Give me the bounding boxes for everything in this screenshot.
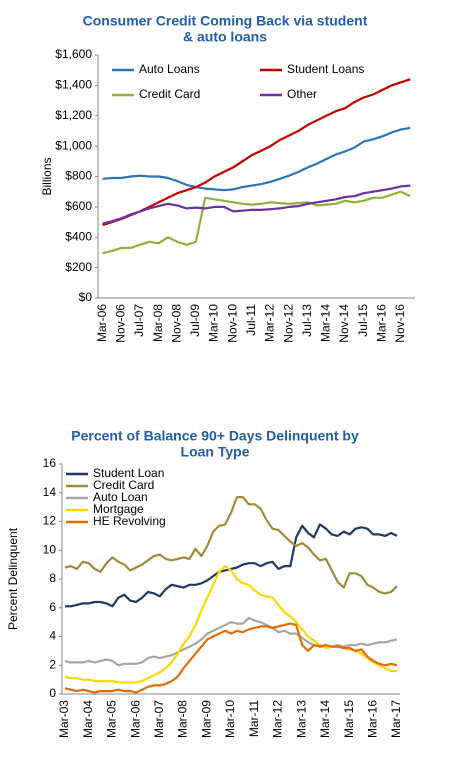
x-tick-label: Mar-10 [207,304,221,342]
x-tick-label: Nov-14 [337,304,351,343]
x-tick-label: Nov-16 [393,304,407,343]
x-tick-label: Mar-06 [128,700,142,738]
chart-title: & auto loans [183,29,267,45]
x-tick-label: Jul-07 [132,304,146,337]
x-tick-label: Nov-06 [113,304,127,343]
series-line [102,78,411,227]
y-tick-label: 8 [49,571,56,585]
x-tick-label: Mar-12 [263,304,277,342]
x-tick-label: Mar-09 [199,700,213,738]
series-line [102,126,411,192]
x-tick-label: Mar-15 [342,700,356,738]
series-line [102,190,411,255]
x-tick-label: Mar-04 [81,700,95,738]
legend-label: Auto Loans [139,62,200,76]
x-tick-label: Nov-08 [169,304,183,343]
x-tick-label: Jul-11 [244,304,258,336]
y-tick-label: 6 [49,600,56,614]
x-tick-label: Jul-13 [300,304,314,337]
x-tick-label: Jul-15 [356,304,370,337]
x-tick-label: Nov-12 [281,304,295,343]
legend-label: Other [287,87,317,101]
x-tick-label: Mar-13 [294,700,308,738]
y-tick-label: $600 [65,199,92,213]
x-tick-label: Mar-05 [105,700,119,738]
series-line [64,496,398,595]
x-tick-label: Mar-14 [318,700,332,738]
x-tick-label: Mar-03 [57,700,71,738]
legend-label: Credit Card [139,87,200,101]
x-tick-label: Jul-09 [188,304,202,337]
legend-label: Mortgage [93,502,144,516]
y-tick-label: 14 [43,485,57,499]
y-tick-label: 0 [49,686,56,700]
y-tick-label: $0 [79,290,93,304]
legend-label: HE Revolving [93,514,166,528]
y-tick-label: 2 [49,657,56,671]
x-tick-label: Mar-16 [365,700,379,738]
x-tick-label: Nov-10 [225,304,239,343]
y-tick-label: 4 [49,629,56,643]
series-line [64,622,398,694]
x-tick-label: Mar-16 [375,304,389,342]
x-tick-label: Mar-07 [152,700,166,738]
x-tick-label: Mar-17 [389,700,403,738]
chart-title: Consumer Credit Coming Back via student [83,13,368,29]
y-tick-label: $1,200 [55,108,92,122]
x-tick-label: Mar-12 [271,700,285,738]
legend-label: Auto Loan [93,490,148,504]
series-line [102,184,411,225]
chart-title: Loan Type [181,444,250,460]
legend-label: Student Loan [93,466,164,480]
y-tick-label: 10 [43,542,57,556]
y-tick-label: $1,000 [55,138,92,152]
series-line [64,616,398,667]
series-line [65,523,398,608]
y-tick-label: $200 [65,260,92,274]
legend-label: Student Loans [287,62,364,76]
y-tick-label: 16 [43,456,57,470]
x-tick-label: Mar-11 [247,700,261,737]
x-tick-label: Mar-14 [319,304,333,342]
x-tick-label: Mar-10 [223,700,237,738]
legend-label: Credit Card [93,478,154,492]
x-tick-label: Mar-08 [176,700,190,738]
y-tick-label: 12 [43,514,57,528]
y-tick-label: $800 [65,169,92,183]
y-tick-label: $1,600 [55,47,92,61]
y-tick-label: $1,400 [55,78,92,92]
x-tick-label: Mar-06 [95,304,109,342]
chart-title: Percent of Balance 90+ Days Delinquent b… [71,428,359,444]
y-tick-label: $400 [65,229,92,243]
x-tick-label: Mar-08 [151,304,165,342]
y-axis-label: Percent Delinquent [6,527,20,630]
y-axis-label: Billions [40,157,54,195]
series-line [64,565,397,684]
